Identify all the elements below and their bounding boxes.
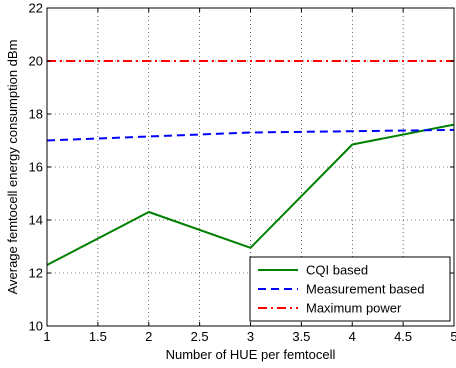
y-tick-label: 16 — [29, 160, 43, 175]
y-tick-label: 20 — [29, 54, 43, 69]
y-axis-label: Average femtocell energy consumption dBm — [5, 40, 20, 295]
x-tick-label: 3.5 — [292, 329, 310, 344]
y-tick-label: 12 — [29, 266, 43, 281]
legend-box — [249, 256, 451, 322]
legend-label: Maximum power — [306, 301, 402, 316]
legend-label: Measurement based — [306, 282, 425, 297]
x-tick-label: 1.5 — [89, 329, 107, 344]
series-line-cqi-based — [46, 123, 455, 266]
x-tick-label: 3 — [247, 329, 254, 344]
x-tick-label: 2 — [145, 329, 152, 344]
x-axis-label: Number of HUE per femtocell — [166, 347, 336, 362]
series-lines — [46, 60, 455, 266]
axis-ticks: 1 1.5 2 2.5 3 3.5 4 4.5 5 10 12 14 16 18 20 22 — [29, 1, 456, 345]
legend: CQI based Measurement based Maximum power — [249, 256, 451, 322]
x-tick-label: 2.5 — [191, 329, 209, 344]
series-line-measurement-based — [46, 128, 455, 142]
x-tick-label: 4 — [349, 329, 356, 344]
y-tick-label: 14 — [29, 213, 43, 228]
x-tick-label: 1 — [43, 329, 50, 344]
y-tick-label: 10 — [29, 319, 43, 334]
x-tick-label: 5 — [450, 329, 456, 344]
legend-label: CQI based — [306, 263, 368, 278]
x-tick-label: 4.5 — [394, 329, 412, 344]
y-tick-label: 18 — [29, 107, 43, 122]
y-tick-label: 22 — [29, 1, 43, 16]
